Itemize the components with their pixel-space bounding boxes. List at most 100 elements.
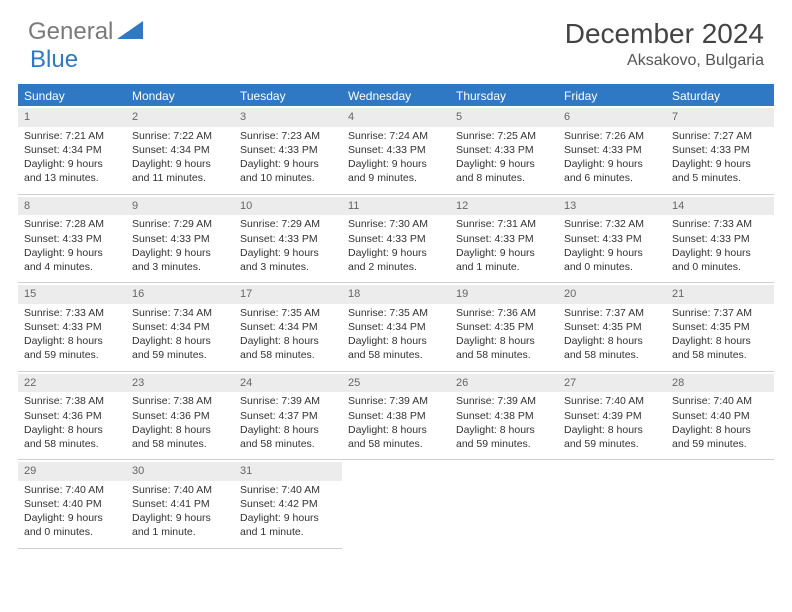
daylight-text: Daylight: 8 hours and 59 minutes. <box>456 423 552 451</box>
day-number: 25 <box>342 374 450 393</box>
sunrise-text: Sunrise: 7:35 AM <box>240 306 336 320</box>
sunset-text: Sunset: 4:33 PM <box>672 232 768 246</box>
sunrise-text: Sunrise: 7:35 AM <box>348 306 444 320</box>
sunset-text: Sunset: 4:33 PM <box>348 143 444 157</box>
week-row: 1Sunrise: 7:21 AMSunset: 4:34 PMDaylight… <box>18 106 774 195</box>
weeks-container: 1Sunrise: 7:21 AMSunset: 4:34 PMDaylight… <box>18 106 774 549</box>
sunrise-text: Sunrise: 7:36 AM <box>456 306 552 320</box>
sunrise-text: Sunrise: 7:29 AM <box>240 217 336 231</box>
dayheader-monday: Monday <box>126 86 234 106</box>
sunrise-text: Sunrise: 7:39 AM <box>456 394 552 408</box>
location: Aksakovo, Bulgaria <box>565 52 764 70</box>
day-number: 23 <box>126 374 234 393</box>
sunrise-text: Sunrise: 7:30 AM <box>348 217 444 231</box>
day-number: 15 <box>18 285 126 304</box>
day-number: 9 <box>126 197 234 216</box>
sunset-text: Sunset: 4:33 PM <box>24 232 120 246</box>
day-number: 11 <box>342 197 450 216</box>
daylight-text: Daylight: 9 hours and 1 minute. <box>456 246 552 274</box>
sunrise-text: Sunrise: 7:28 AM <box>24 217 120 231</box>
sunset-text: Sunset: 4:33 PM <box>564 232 660 246</box>
dayheader-wednesday: Wednesday <box>342 86 450 106</box>
sunrise-text: Sunrise: 7:40 AM <box>240 483 336 497</box>
daylight-text: Daylight: 9 hours and 3 minutes. <box>240 246 336 274</box>
sunset-text: Sunset: 4:39 PM <box>564 409 660 423</box>
day-cell: 10Sunrise: 7:29 AMSunset: 4:33 PMDayligh… <box>234 195 342 284</box>
daylight-text: Daylight: 8 hours and 58 minutes. <box>348 423 444 451</box>
dayheader-sunday: Sunday <box>18 86 126 106</box>
day-cell: 15Sunrise: 7:33 AMSunset: 4:33 PMDayligh… <box>18 283 126 372</box>
sunset-text: Sunset: 4:35 PM <box>564 320 660 334</box>
week-row: 29Sunrise: 7:40 AMSunset: 4:40 PMDayligh… <box>18 460 774 549</box>
day-cell: 21Sunrise: 7:37 AMSunset: 4:35 PMDayligh… <box>666 283 774 372</box>
calendar: Sunday Monday Tuesday Wednesday Thursday… <box>18 84 774 549</box>
empty-cell <box>342 460 450 549</box>
sunrise-text: Sunrise: 7:39 AM <box>348 394 444 408</box>
day-cell: 27Sunrise: 7:40 AMSunset: 4:39 PMDayligh… <box>558 372 666 461</box>
day-cell: 30Sunrise: 7:40 AMSunset: 4:41 PMDayligh… <box>126 460 234 549</box>
day-number: 6 <box>558 108 666 127</box>
day-number: 10 <box>234 197 342 216</box>
daylight-text: Daylight: 8 hours and 58 minutes. <box>564 334 660 362</box>
day-cell: 1Sunrise: 7:21 AMSunset: 4:34 PMDaylight… <box>18 106 126 195</box>
day-cell: 17Sunrise: 7:35 AMSunset: 4:34 PMDayligh… <box>234 283 342 372</box>
day-cell: 13Sunrise: 7:32 AMSunset: 4:33 PMDayligh… <box>558 195 666 284</box>
week-row: 15Sunrise: 7:33 AMSunset: 4:33 PMDayligh… <box>18 283 774 372</box>
day-number: 18 <box>342 285 450 304</box>
daylight-text: Daylight: 9 hours and 3 minutes. <box>132 246 228 274</box>
sunrise-text: Sunrise: 7:22 AM <box>132 129 228 143</box>
daylight-text: Daylight: 8 hours and 58 minutes. <box>456 334 552 362</box>
daylight-text: Daylight: 9 hours and 9 minutes. <box>348 157 444 185</box>
daylight-text: Daylight: 8 hours and 58 minutes. <box>240 423 336 451</box>
daylight-text: Daylight: 9 hours and 4 minutes. <box>24 246 120 274</box>
sunrise-text: Sunrise: 7:38 AM <box>132 394 228 408</box>
daylight-text: Daylight: 9 hours and 2 minutes. <box>348 246 444 274</box>
sunrise-text: Sunrise: 7:25 AM <box>456 129 552 143</box>
day-number: 19 <box>450 285 558 304</box>
sunset-text: Sunset: 4:33 PM <box>240 232 336 246</box>
sunset-text: Sunset: 4:40 PM <box>672 409 768 423</box>
day-cell: 22Sunrise: 7:38 AMSunset: 4:36 PMDayligh… <box>18 372 126 461</box>
empty-cell <box>450 460 558 549</box>
daylight-text: Daylight: 8 hours and 59 minutes. <box>132 334 228 362</box>
sunset-text: Sunset: 4:34 PM <box>240 320 336 334</box>
month-title: December 2024 <box>565 18 764 50</box>
daylight-text: Daylight: 9 hours and 5 minutes. <box>672 157 768 185</box>
day-cell: 5Sunrise: 7:25 AMSunset: 4:33 PMDaylight… <box>450 106 558 195</box>
day-cell: 18Sunrise: 7:35 AMSunset: 4:34 PMDayligh… <box>342 283 450 372</box>
daylight-text: Daylight: 9 hours and 1 minute. <box>240 511 336 539</box>
sunrise-text: Sunrise: 7:38 AM <box>24 394 120 408</box>
sunrise-text: Sunrise: 7:29 AM <box>132 217 228 231</box>
daylight-text: Daylight: 8 hours and 58 minutes. <box>672 334 768 362</box>
empty-cell <box>558 460 666 549</box>
title-block: December 2024 Aksakovo, Bulgaria <box>565 18 764 70</box>
daylight-text: Daylight: 9 hours and 0 minutes. <box>24 511 120 539</box>
daylight-text: Daylight: 8 hours and 59 minutes. <box>24 334 120 362</box>
day-cell: 6Sunrise: 7:26 AMSunset: 4:33 PMDaylight… <box>558 106 666 195</box>
day-cell: 14Sunrise: 7:33 AMSunset: 4:33 PMDayligh… <box>666 195 774 284</box>
day-number: 17 <box>234 285 342 304</box>
day-cell: 28Sunrise: 7:40 AMSunset: 4:40 PMDayligh… <box>666 372 774 461</box>
sunset-text: Sunset: 4:40 PM <box>24 497 120 511</box>
sunset-text: Sunset: 4:33 PM <box>672 143 768 157</box>
daylight-text: Daylight: 9 hours and 8 minutes. <box>456 157 552 185</box>
sunset-text: Sunset: 4:42 PM <box>240 497 336 511</box>
day-number: 14 <box>666 197 774 216</box>
sunset-text: Sunset: 4:33 PM <box>24 320 120 334</box>
day-number: 29 <box>18 462 126 481</box>
logo: General <box>28 18 143 46</box>
day-cell: 24Sunrise: 7:39 AMSunset: 4:37 PMDayligh… <box>234 372 342 461</box>
sunrise-text: Sunrise: 7:34 AM <box>132 306 228 320</box>
daylight-text: Daylight: 9 hours and 13 minutes. <box>24 157 120 185</box>
day-number: 2 <box>126 108 234 127</box>
sunset-text: Sunset: 4:36 PM <box>132 409 228 423</box>
day-cell: 20Sunrise: 7:37 AMSunset: 4:35 PMDayligh… <box>558 283 666 372</box>
day-cell: 26Sunrise: 7:39 AMSunset: 4:38 PMDayligh… <box>450 372 558 461</box>
logo-text-blue-wrap: Blue <box>30 46 78 74</box>
day-cell: 31Sunrise: 7:40 AMSunset: 4:42 PMDayligh… <box>234 460 342 549</box>
sunset-text: Sunset: 4:34 PM <box>132 143 228 157</box>
sunset-text: Sunset: 4:35 PM <box>456 320 552 334</box>
sunrise-text: Sunrise: 7:24 AM <box>348 129 444 143</box>
sunrise-text: Sunrise: 7:40 AM <box>132 483 228 497</box>
sunrise-text: Sunrise: 7:40 AM <box>564 394 660 408</box>
